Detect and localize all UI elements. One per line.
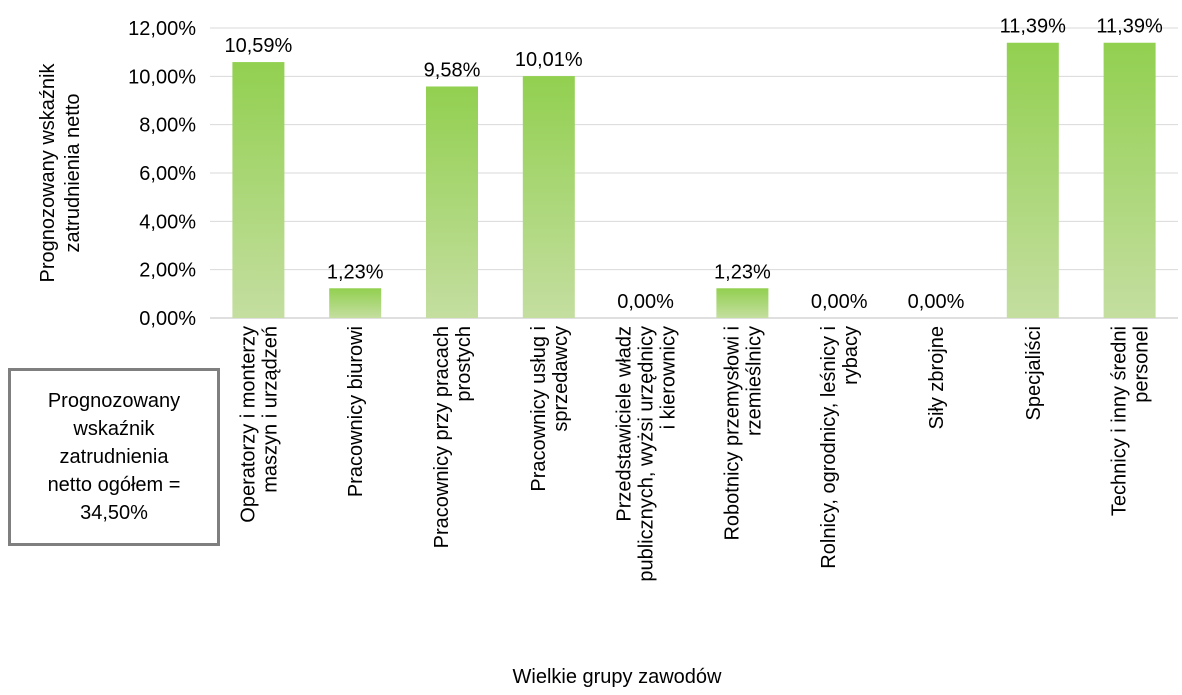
x-axis-title: Wielkie grupy zawodów xyxy=(513,666,723,688)
x-tick-label: Operatorzy i monterzy maszyn i urządzeń xyxy=(237,326,281,523)
x-tick-label-line: Siły zbrojne xyxy=(926,326,948,429)
x-tick-label-line: Przedstawiciele władz xyxy=(614,326,636,522)
x-tick-label-line: publicznych, wyżsi urzędnicy xyxy=(636,326,658,582)
overall-indicator-line: 34,50% xyxy=(80,502,148,524)
x-tick-label-line: rybacy xyxy=(840,326,862,385)
data-label: 11,39% xyxy=(1096,16,1163,38)
data-label: 1,23% xyxy=(327,261,384,283)
overall-indicator-line: zatrudnienia xyxy=(59,446,169,468)
data-label: 10,01% xyxy=(515,49,583,71)
overall-indicator-line: wskaźnik xyxy=(73,418,155,440)
x-tick-label-line: Technicy i inny średni xyxy=(1109,326,1131,516)
data-label: 11,39% xyxy=(1000,16,1067,38)
x-tick-label-line: Pracownicy przy pracach xyxy=(431,326,453,548)
data-label: 10,59% xyxy=(224,35,292,57)
x-tick-label-line: Operatorzy i monterzy xyxy=(237,326,259,523)
overall-indicator-box: Prognozowany wskaźnik zatrudnienia netto og… xyxy=(8,368,220,546)
x-tick-label-line: personel xyxy=(1131,326,1153,403)
x-tick-label: Rolnicy, ogrodnicy, leśnicy i rybacy xyxy=(818,326,862,569)
data-label: 9,58% xyxy=(424,59,481,81)
bars xyxy=(232,42,1156,319)
overall-indicator-line: Prognozowany xyxy=(47,390,181,412)
data-label: 0,00% xyxy=(617,291,674,313)
bar xyxy=(522,76,575,318)
gridlines xyxy=(210,27,1178,319)
bar xyxy=(716,288,769,318)
x-tick-label-line: Pracownicy biurowi xyxy=(345,326,367,497)
x-tick-label-line: i kierownicy xyxy=(658,326,680,429)
bar xyxy=(232,62,285,319)
x-tick-label: Przedstawiciele władz publicznych, wyżsi … xyxy=(614,326,680,582)
y-tick-label: 6,00% xyxy=(139,163,196,185)
data-label: 1,23% xyxy=(714,261,771,283)
bar xyxy=(329,288,382,318)
y-tick-label: 8,00% xyxy=(139,115,196,137)
x-tick-label-line: sprzedawcy xyxy=(550,326,572,432)
y-axis-title: Prognozowany wskaźnik zatrudnienia netto xyxy=(37,63,84,283)
overall-indicator-text: Prognozowany wskaźnik zatrudnienia netto og… xyxy=(48,387,181,527)
x-tick-label: Technicy i inny średni personel xyxy=(1109,326,1153,516)
overall-indicator-line: netto ogółem = xyxy=(47,474,181,496)
bar xyxy=(1103,42,1156,318)
y-axis-title-line: zatrudnienia netto xyxy=(62,93,84,252)
x-tick-label-line: Robotnicy przemysłowi i xyxy=(721,326,743,541)
x-tick-label-line: Specjaliści xyxy=(1023,326,1045,420)
y-axis-title-line: Prognozowany wskaźnik xyxy=(37,63,59,283)
x-tick-label: Pracownicy przy pracach prostych xyxy=(431,326,475,548)
data-label: 0,00% xyxy=(811,291,868,313)
y-tick-label: 2,00% xyxy=(139,260,196,282)
bar xyxy=(426,86,478,318)
y-tick-label: 12,00% xyxy=(128,18,196,40)
y-tick-labels: 0,00% 2,00% 4,00% 6,00% 8,00% 10,00% 12,00% xyxy=(128,18,196,330)
x-tick-labels: Operatorzy i monterzy maszyn i urządzeń Pr… xyxy=(237,326,1152,582)
x-tick-label-line: maszyn i urządzeń xyxy=(259,326,281,493)
y-tick-label: 0,00% xyxy=(139,308,196,330)
x-tick-label-line: rzemieślnicy xyxy=(743,326,765,436)
x-tick-label-line: prostych xyxy=(453,326,475,402)
x-tick-label: Siły zbrojne xyxy=(926,326,948,429)
y-tick-label: 10,00% xyxy=(128,66,196,88)
x-tick-label: Pracownicy usług i sprzedawcy xyxy=(528,326,572,492)
x-tick-label-line: Rolnicy, ogrodnicy, leśnicy i xyxy=(818,326,840,569)
x-tick-label-line: Pracownicy usług i xyxy=(528,326,550,492)
bar xyxy=(1006,42,1059,318)
x-tick-label: Robotnicy przemysłowi i rzemieślnicy xyxy=(721,326,765,541)
x-tick-label: Pracownicy biurowi xyxy=(345,326,367,497)
data-labels: 10,59% 1,23% 9,58% 10,01% 0,00% 1,23% 0,00% 0,0… xyxy=(224,16,1163,313)
data-label: 0,00% xyxy=(908,291,965,313)
y-tick-label: 4,00% xyxy=(139,211,196,233)
x-tick-label: Specjaliści xyxy=(1023,326,1045,420)
